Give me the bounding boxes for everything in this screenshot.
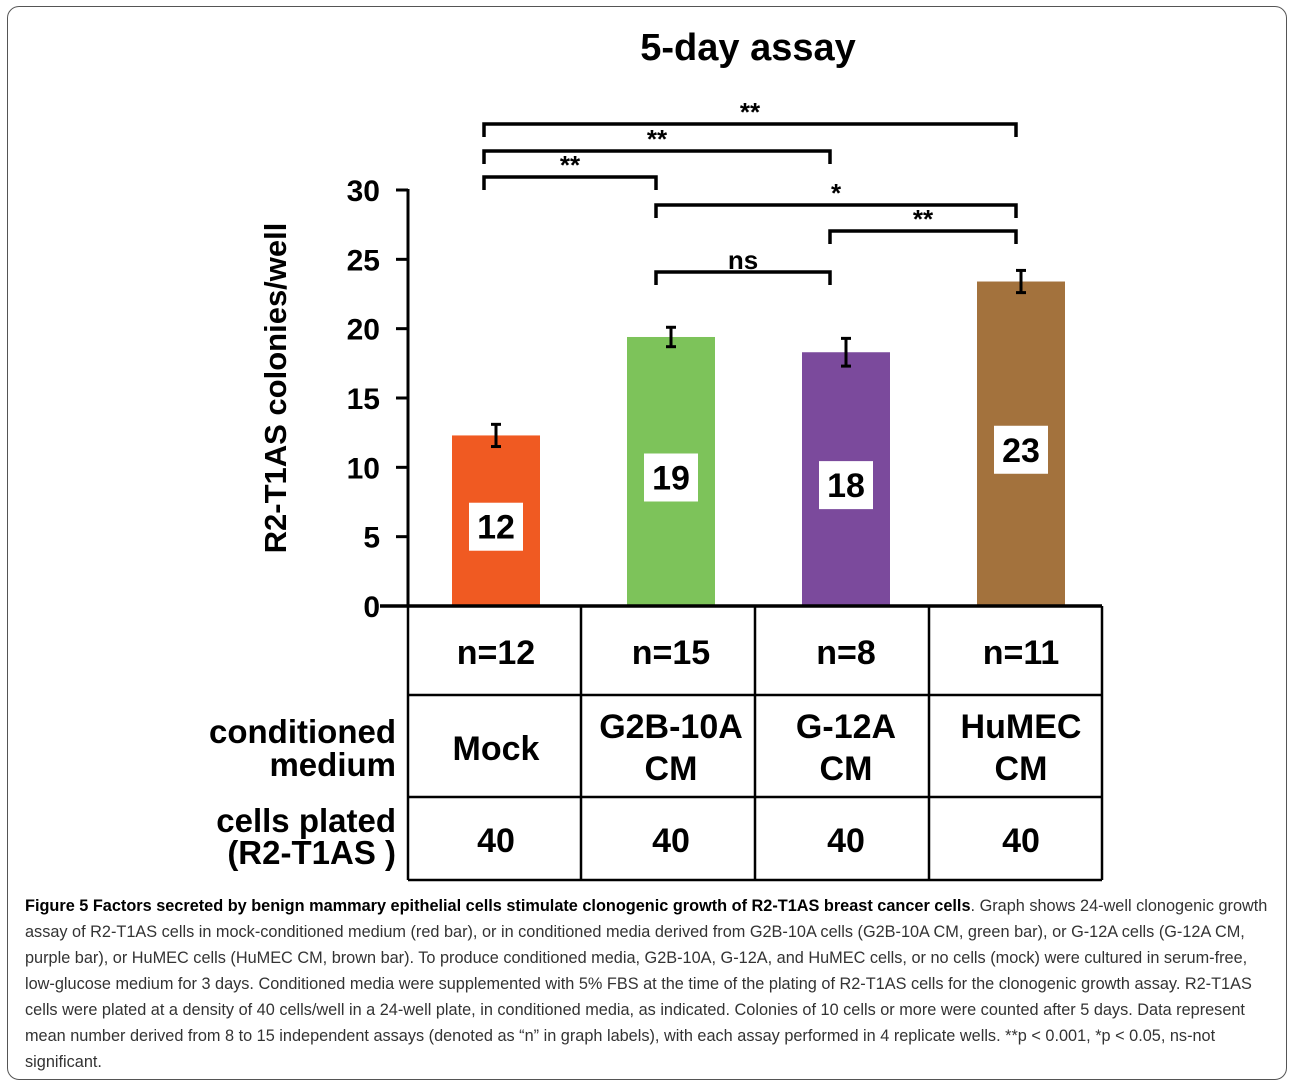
sig-bracket-4 [654, 203, 1018, 218]
bars: 12 19 18 23 [452, 268, 1065, 606]
sig-bracket-5 [828, 229, 1018, 244]
sig-label-5: ** [913, 204, 934, 234]
bar-chart: 5-day assay R2-T1AS colonies/well 0 5 10 15… [209, 27, 1104, 882]
significance-brackets: *********ns [482, 97, 1018, 285]
medium-cell-1: Mock [453, 730, 540, 768]
medium-cell-4-line2: CM [995, 750, 1048, 788]
cells-header-line1: cells plated [216, 802, 396, 839]
n-cell-2: n=15 [632, 634, 710, 672]
data-table: n=12 n=15 n=8 n=11 Mock G2B-10A CM G-12A CM HuMEC… [209, 604, 1104, 882]
cells-header-line2: (R2-T1AS ) [227, 834, 396, 871]
medium-cell-3-line1: G-12A [796, 708, 896, 746]
data-label-1: 12 [477, 509, 515, 547]
data-label-3: 18 [827, 467, 865, 505]
y-tick-label-0: 0 [363, 591, 380, 624]
sig-label-4: * [831, 178, 842, 208]
medium-cell-3-line2: CM [820, 750, 873, 788]
data-label-2: 19 [652, 459, 690, 497]
caption-text: . Graph shows 24-well clonogenic growth … [25, 897, 1268, 1071]
y-tick-label-25: 25 [347, 244, 380, 277]
figure-caption: Figure 5 Factors secreted by benign mamm… [25, 893, 1275, 1075]
sig-label-3: ** [560, 150, 581, 180]
data-label-box-1 [469, 502, 523, 551]
sig-bracket-3 [482, 175, 658, 190]
sig-label-2: ** [647, 124, 668, 154]
data-label-box-2 [644, 453, 698, 502]
y-tick-label-15: 15 [347, 383, 380, 416]
sig-label-1: ** [740, 97, 761, 127]
figure-frame [7, 6, 1287, 1080]
cells-cell-3: 40 [827, 822, 865, 860]
y-tick-label-5: 5 [363, 522, 380, 555]
cells-cell-4: 40 [1002, 822, 1040, 860]
data-label-box-3 [819, 461, 873, 510]
n-cell-4: n=11 [983, 634, 1060, 672]
n-cell-1: n=12 [457, 634, 535, 672]
medium-header-line2: medium [269, 746, 396, 783]
y-axis-label: R2-T1AS colonies/well [258, 223, 293, 554]
data-label-box-4 [994, 425, 1048, 474]
n-cell-3: n=8 [816, 634, 876, 672]
data-label-4: 23 [1002, 432, 1040, 470]
medium-cell-4-line1: HuMEC [961, 708, 1082, 746]
sig-label-6: ns [728, 245, 758, 275]
sig-bracket-1 [482, 122, 1018, 137]
y-tick-label-10: 10 [347, 452, 380, 485]
axes: 0 5 10 15 20 25 30 [347, 175, 410, 624]
medium-header-line1: conditioned [209, 713, 396, 750]
sig-bracket-2 [482, 149, 832, 164]
medium-cell-2-line1: G2B-10A [599, 708, 743, 746]
cells-cell-2: 40 [652, 822, 690, 860]
chart-title: 5-day assay [640, 27, 856, 69]
medium-cell-2-line2: CM [645, 750, 698, 788]
caption-label: Figure 5 Factors secreted by benign mamm… [25, 897, 971, 915]
sig-bracket-6 [654, 270, 832, 285]
cells-cell-1: 40 [477, 822, 515, 860]
y-tick-label-20: 20 [347, 314, 380, 347]
y-tick-label-30: 30 [347, 175, 380, 208]
